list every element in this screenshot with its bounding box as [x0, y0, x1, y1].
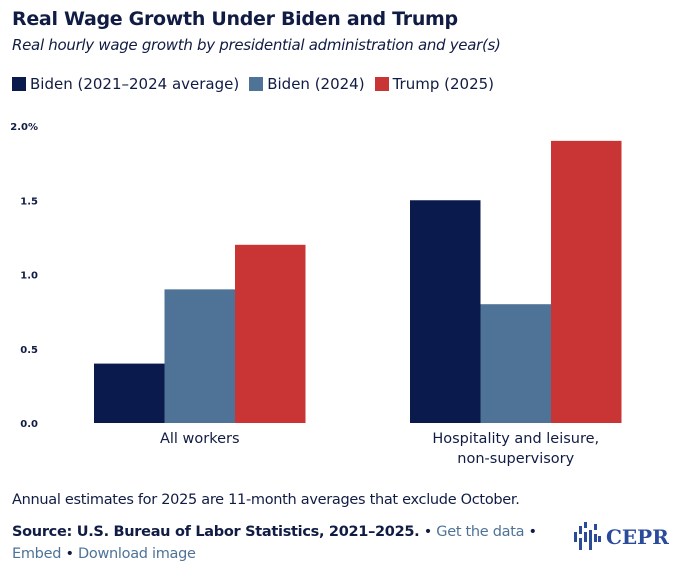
x-category-label: non-supervisory — [457, 451, 574, 467]
cepr-logo-mark-icon — [574, 522, 601, 550]
bar — [480, 304, 551, 423]
cepr-logo[interactable]: CEPR — [572, 520, 669, 554]
x-category-label: Hospitality and leisure, — [432, 431, 599, 447]
separator: • — [528, 524, 538, 540]
download-image-link[interactable]: Download image — [78, 546, 196, 562]
bar — [164, 289, 235, 423]
bar — [551, 140, 622, 423]
y-tick-label: 1.0 — [20, 271, 38, 282]
legend-item-biden-avg: Biden (2021–2024 average) — [12, 75, 239, 93]
plot-area: 0.0 0.5 1.0 1.5 2.0% All workers Hospitality a… — [10, 122, 622, 467]
legend: Biden (2021–2024 average) Biden (2024) T… — [12, 75, 494, 93]
x-category-label: All workers — [160, 431, 240, 447]
bar — [235, 244, 306, 423]
y-tick-label: 1.5 — [20, 196, 38, 207]
get-data-link[interactable]: Get the data — [436, 524, 525, 540]
bar — [410, 200, 481, 423]
separator: • — [423, 524, 433, 540]
legend-label: Trump (2025) — [392, 75, 495, 93]
embed-link[interactable]: Embed — [12, 546, 62, 562]
y-tick-label: 2.0% — [10, 122, 38, 133]
legend-swatch — [374, 77, 389, 91]
source-text: Source: U.S. Bureau of Labor Statistics,… — [12, 524, 420, 540]
chart-subtitle: Real hourly wage growth by presidential … — [12, 36, 501, 54]
chart-title: Real Wage Growth Under Biden and Trump — [12, 8, 458, 30]
y-tick-label: 0.5 — [20, 345, 38, 356]
legend-label: Biden (2024) — [267, 75, 365, 93]
cepr-logo-text: CEPR — [606, 525, 669, 549]
y-tick-label: 0.0 — [20, 419, 38, 430]
source-line: Source: U.S. Bureau of Labor Statistics,… — [12, 521, 552, 565]
legend-swatch — [249, 77, 264, 91]
legend-item-trump-2025: Trump (2025) — [374, 75, 495, 93]
chart-note: Annual estimates for 2025 are 11-month a… — [12, 492, 520, 508]
separator: • — [65, 546, 74, 562]
bar — [94, 363, 165, 423]
legend-swatch — [12, 77, 26, 91]
legend-item-biden-2024: Biden (2024) — [249, 75, 365, 93]
legend-label: Biden (2021–2024 average) — [30, 75, 240, 93]
